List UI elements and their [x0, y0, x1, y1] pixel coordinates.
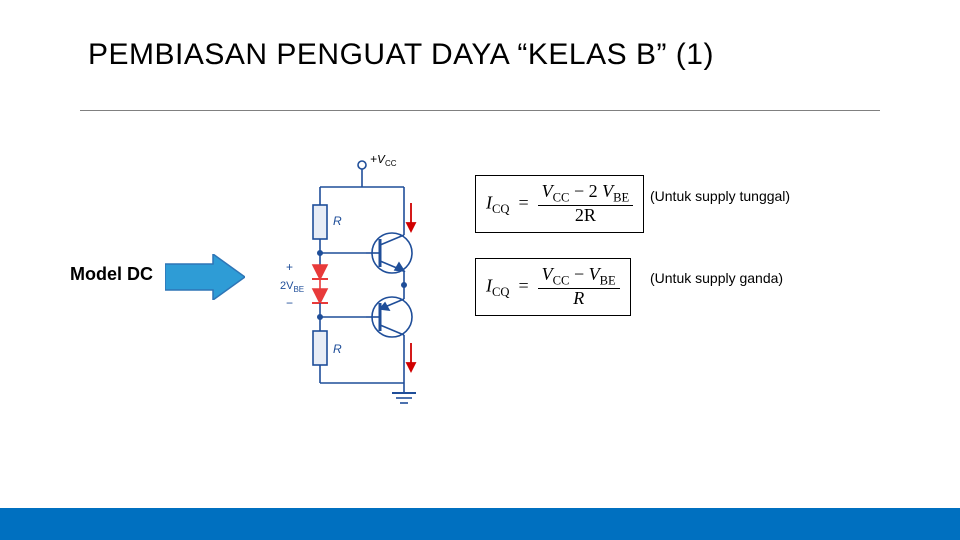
note-supply-dual: (Untuk supply ganda): [650, 270, 783, 286]
model-dc-label: Model DC: [70, 264, 153, 285]
circuit-diagram: +VCC R R + 2VBE −: [280, 155, 445, 415]
slide-footer-bar: [0, 508, 960, 540]
vbe-minus: −: [286, 296, 293, 310]
vbe-label: 2VBE: [280, 280, 304, 294]
formula-icq-dual: ICQ = VCC − VBE R: [475, 258, 631, 316]
page-title: PEMBIASAN PENGUAT DAYA “KELAS B” (1): [88, 38, 714, 72]
arrow-right: [165, 254, 245, 300]
vbe-plus: +: [286, 260, 293, 274]
formula-icq-single: ICQ = VCC − 2 VBE 2R: [475, 175, 644, 233]
r-bot-label: R: [333, 342, 342, 356]
r-top-label: R: [333, 214, 342, 228]
title-divider: [80, 110, 880, 111]
vcc-label: +VCC: [370, 155, 397, 168]
arrow-right-icon: [165, 254, 245, 300]
note-supply-single: (Untuk supply tunggal): [650, 188, 790, 204]
